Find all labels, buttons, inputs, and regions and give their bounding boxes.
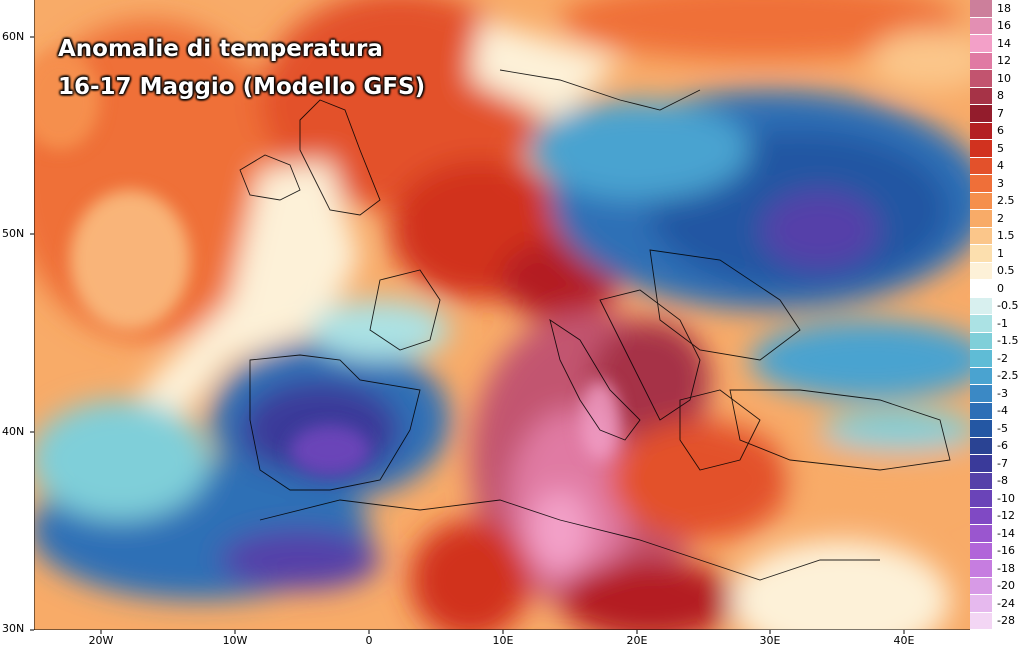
legend-swatch <box>970 280 992 298</box>
legend-label: 16 <box>997 19 1011 33</box>
legend-swatch <box>970 525 992 543</box>
legend-label: 3 <box>997 176 1004 190</box>
legend-label: 0.5 <box>997 264 1015 278</box>
legend-label: -16 <box>997 544 1015 558</box>
legend-swatch <box>970 87 992 105</box>
legend-swatch <box>970 507 992 525</box>
legend-swatch <box>970 472 992 490</box>
legend-swatch <box>970 17 992 35</box>
legend-label: -0.5 <box>997 299 1019 313</box>
legend-swatch <box>970 595 992 613</box>
legend-label: 6 <box>997 124 1004 138</box>
legend-label: -7 <box>997 456 1008 470</box>
legend-swatch <box>970 367 992 385</box>
map-title-line2: 16-17 Maggio (Modello GFS) <box>58 74 426 100</box>
legend-label: -12 <box>997 509 1015 523</box>
legend-label: -18 <box>997 561 1015 575</box>
legend-swatch <box>970 192 992 210</box>
legend-label: 2.5 <box>997 194 1015 208</box>
legend-swatch <box>970 437 992 455</box>
legend-label: 5 <box>997 141 1004 155</box>
lon-label-10e: 10E <box>492 634 514 647</box>
lon-label-0: 0 <box>365 634 373 647</box>
legend-label: -1.5 <box>997 334 1019 348</box>
lon-label-20w: 20W <box>88 634 114 647</box>
legend-swatch <box>970 122 992 140</box>
legend-swatch <box>970 35 992 53</box>
lon-label-40e: 40E <box>893 634 915 647</box>
lat-label-30n: 30N <box>2 622 25 635</box>
legend-swatch <box>970 542 992 560</box>
legend-swatch <box>970 227 992 245</box>
legend-swatch <box>970 560 992 578</box>
legend-swatch <box>970 52 992 70</box>
legend-swatch <box>970 455 992 473</box>
legend-label: 14 <box>997 36 1011 50</box>
legend-swatch <box>970 0 992 18</box>
lon-label-30e: 30E <box>759 634 781 647</box>
legend-swatch <box>970 350 992 368</box>
lon-label-10w: 10W <box>222 634 248 647</box>
legend-label: -2.5 <box>997 369 1019 383</box>
legend-swatch <box>970 140 992 158</box>
legend-swatch <box>970 490 992 508</box>
legend-label: 7 <box>997 106 1004 120</box>
legend-label: -8 <box>997 474 1008 488</box>
legend-swatch <box>970 70 992 88</box>
legend-label: -6 <box>997 439 1008 453</box>
legend-swatch <box>970 175 992 193</box>
lat-label-60n: 60N <box>2 30 25 43</box>
legend-label: 2 <box>997 211 1004 225</box>
legend-swatch <box>970 245 992 263</box>
legend-label: -10 <box>997 491 1015 505</box>
legend-label: -2 <box>997 351 1008 365</box>
legend-label: 18 <box>997 1 1011 15</box>
legend-swatch <box>970 385 992 403</box>
legend-swatch <box>970 262 992 280</box>
legend-swatch <box>970 577 992 595</box>
lon-label-20e: 20E <box>626 634 648 647</box>
lat-label-40n: 40N <box>2 425 25 438</box>
legend-swatch <box>970 420 992 438</box>
legend-label: 1 <box>997 246 1004 260</box>
legend-label: 10 <box>997 71 1011 85</box>
legend-label: -3 <box>997 386 1008 400</box>
legend-label: -28 <box>997 614 1015 628</box>
legend-label: -24 <box>997 596 1015 610</box>
legend-label: 0 <box>997 281 1004 295</box>
legend-label: -4 <box>997 404 1008 418</box>
legend-label: -5 <box>997 421 1008 435</box>
map-title-line1: Anomalie di temperatura <box>58 36 383 62</box>
legend-swatch <box>970 315 992 333</box>
legend-label: 8 <box>997 89 1004 103</box>
lat-label-50n: 50N <box>2 227 25 240</box>
legend-swatch <box>970 105 992 123</box>
legend-label: 12 <box>997 54 1011 68</box>
legend-label: 4 <box>997 159 1004 173</box>
legend-swatch <box>970 210 992 228</box>
legend-label: -1 <box>997 316 1008 330</box>
legend-label: -14 <box>997 526 1015 540</box>
color-scale-legend: 18 16 14 12 10 8 7 6 5 4 3 2.5 2 1.5 1 0.5 0 -0.5 -1 -1.5 -2… <box>970 0 1024 630</box>
legend-label: 1.5 <box>997 229 1015 243</box>
legend-swatch <box>970 402 992 420</box>
legend-swatch <box>970 297 992 315</box>
legend-label: -20 <box>997 579 1015 593</box>
legend-swatch <box>970 332 992 350</box>
legend-swatch <box>970 157 992 175</box>
legend-swatch <box>970 612 992 630</box>
